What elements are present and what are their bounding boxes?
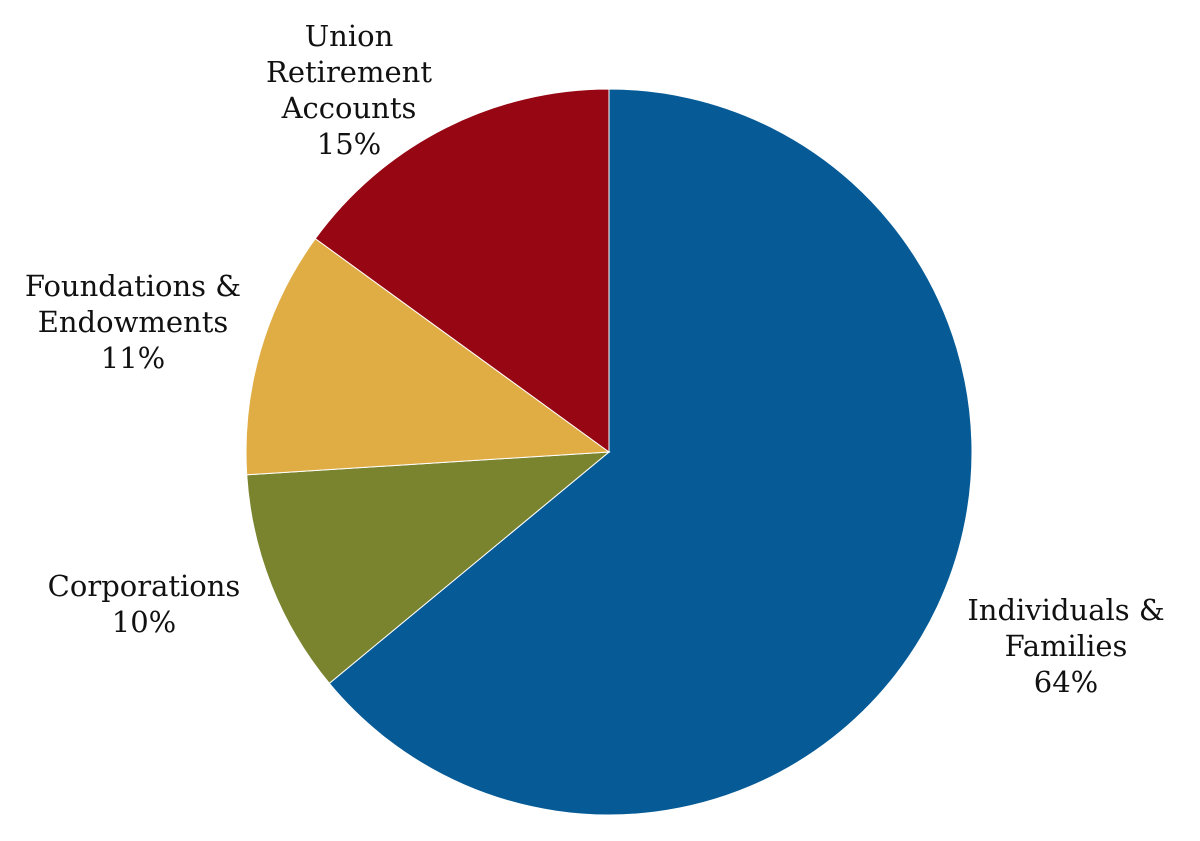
slice-label-line: Individuals & <box>967 593 1165 627</box>
slice-label-3: Union Retirement Accounts 15% <box>266 18 432 162</box>
slice-label-line: Endowments <box>37 305 229 339</box>
slice-label-line: Families <box>1004 629 1128 663</box>
slice-label-1: Corporations 10% <box>48 568 241 640</box>
slice-label-0: Individuals & Families 64% <box>967 592 1164 700</box>
slice-label-2: Foundations & Endowments 11% <box>25 268 241 376</box>
slice-label-line: Retirement <box>266 55 432 89</box>
slice-label-line: Foundations & <box>24 269 242 303</box>
pie-slice-1 <box>246 451 611 685</box>
pie-slice-3 <box>314 88 610 453</box>
slice-value-label: 11% <box>100 341 166 375</box>
slice-label-line: Corporations <box>47 569 241 603</box>
slice-label-line: Union <box>304 19 394 53</box>
slice-value-label: 15% <box>316 127 382 161</box>
pie-slice-0 <box>328 88 973 816</box>
pie-slice-2 <box>245 237 611 476</box>
pie-slices <box>245 88 973 816</box>
slice-value-label: 64% <box>1033 665 1099 699</box>
slice-value-label: 10% <box>111 605 177 639</box>
slice-label-line: Accounts <box>281 91 417 125</box>
